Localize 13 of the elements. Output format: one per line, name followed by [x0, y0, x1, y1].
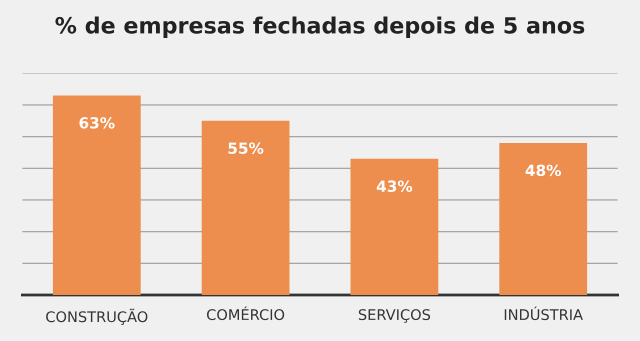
bar — [202, 120, 290, 295]
data-label: 63% — [79, 117, 115, 129]
bar — [350, 158, 438, 295]
x-tick-label: CONSTRUÇÃO — [46, 308, 148, 325]
bar — [52, 95, 141, 295]
data-label: 48% — [526, 164, 561, 176]
bar — [499, 142, 588, 295]
x-tick-label: COMÉRCIO — [207, 306, 284, 320]
chart-title: % de empresas fechadas depois de 5 anos — [55, 16, 584, 38]
data-label: 55% — [228, 142, 264, 154]
data-label: 43% — [376, 180, 412, 192]
x-tick-label: INDÚSTRIA — [504, 306, 583, 320]
x-tick-label: SERVIÇOS — [358, 309, 430, 323]
